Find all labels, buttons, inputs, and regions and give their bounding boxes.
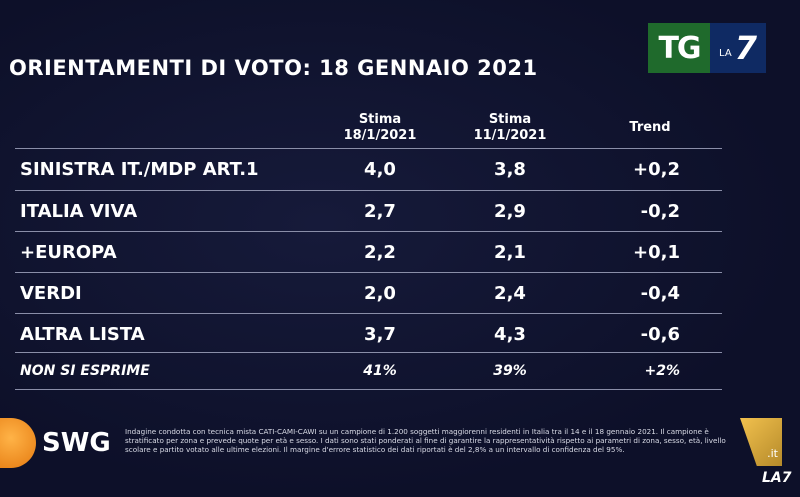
table-row: +EUROPA 2,2 2,1 +0,1	[15, 231, 722, 272]
page-title: ORIENTAMENTI DI VOTO: 18 GENNAIO 2021	[9, 56, 538, 80]
tg-la7-logo: TG LA 7	[648, 23, 766, 73]
value-stima-11: 3,8	[494, 159, 526, 180]
value-stima-18: 41%	[363, 363, 397, 379]
la7-small-logo: LA7	[762, 470, 792, 486]
col-header-line1: Stima	[358, 112, 402, 127]
row-label: VERDI	[20, 283, 82, 304]
table-row: SINISTRA IT./MDP ART.1 4,0 3,8 +0,2	[15, 148, 722, 189]
row-label: SINISTRA IT./MDP ART.1	[20, 159, 259, 180]
col-header-stima-18: Stima 18/1/2021	[325, 112, 435, 144]
swg-logo: SWG	[0, 418, 111, 468]
value-trend: -0,4	[640, 283, 680, 304]
la7-it-text: .it	[767, 447, 778, 460]
value-trend: -0,2	[640, 201, 680, 222]
row-label: ALTRA LISTA	[20, 324, 145, 345]
col-header-stima-11: Stima 11/1/2021	[455, 112, 565, 144]
table-row: VERDI 2,0 2,4 -0,4	[15, 272, 722, 313]
value-stima-11: 2,9	[494, 201, 526, 222]
table-row: ITALIA VIVA 2,7 2,9 -0,2	[15, 190, 722, 231]
value-stima-18: 2,7	[364, 201, 396, 222]
value-stima-11: 2,4	[494, 283, 526, 304]
col-header-line2: 11/1/2021	[473, 128, 547, 143]
value-stima-18: 4,0	[364, 159, 396, 180]
la-text: LA	[719, 47, 732, 59]
col-header-line1: Stima	[488, 112, 532, 127]
table-row: ALTRA LISTA 3,7 4,3 -0,6	[15, 313, 722, 354]
swg-text: SWG	[42, 428, 111, 458]
value-trend: +0,1	[633, 242, 680, 263]
value-trend: -0,6	[640, 324, 680, 345]
methodology-note: Indagine condotta con tecnica mista CATI…	[125, 427, 726, 454]
tg-logo-text: TG	[648, 23, 710, 73]
value-trend: +0,2	[633, 159, 680, 180]
swg-ball-icon	[0, 418, 36, 468]
col-header-trend: Trend	[629, 120, 671, 135]
col-header-line2: 18/1/2021	[343, 128, 417, 143]
seven-text: 7	[734, 29, 757, 67]
la7-logo-block: LA 7	[710, 23, 766, 73]
row-label: NON SI ESPRIME	[20, 363, 150, 379]
value-stima-18: 2,2	[364, 242, 396, 263]
value-stima-11: 2,1	[494, 242, 526, 263]
value-stima-18: 2,0	[364, 283, 396, 304]
row-label: +EUROPA	[20, 242, 117, 263]
value-stima-18: 3,7	[364, 324, 396, 345]
table-row: NON SI ESPRIME 41% 39% +2%	[15, 352, 722, 390]
value-stima-11: 4,3	[494, 324, 526, 345]
value-trend: +2%	[644, 363, 681, 379]
value-stima-11: 39%	[493, 363, 527, 379]
row-label: ITALIA VIVA	[20, 201, 138, 222]
